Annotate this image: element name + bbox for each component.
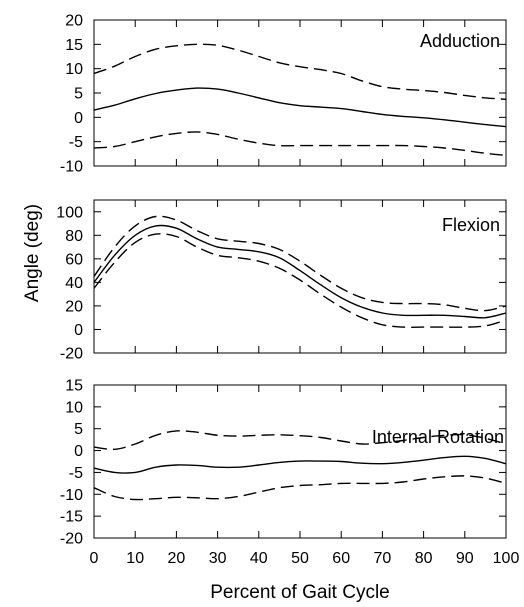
y-tick-label: -20 [60,531,83,548]
y-tick-label: 20 [65,13,83,30]
panel-1-mean-line [93,87,507,128]
y-tick-label: 100 [56,204,83,221]
x-tick-label: 0 [90,550,99,567]
y-axis-label: Angle (deg) [22,204,43,302]
y-tick-label: 0 [74,322,83,339]
panel-3-lower-bound-line [93,475,507,501]
panel-1-title: Adduction [420,31,500,51]
panel-2-lower-bound-line [93,233,507,328]
x-tick-label: 80 [415,550,433,567]
x-tick-label: 10 [126,550,144,567]
y-tick-label: 0 [74,443,83,460]
panel-1-lower-bound-line [93,131,507,156]
y-tick-label: -5 [69,465,83,482]
y-tick-label: -20 [60,346,83,363]
y-tick-label: 15 [65,378,83,395]
y-tick-label: -5 [69,134,83,151]
y-tick-label: -10 [60,159,83,176]
x-tick-label: 100 [493,550,520,567]
x-tick-label: 50 [291,550,309,567]
panel-2-mean-line [93,224,507,319]
panel-3-title: Internal Rotation [372,427,504,447]
y-tick-label: 0 [74,110,83,127]
x-tick-label: 40 [250,550,268,567]
x-tick-label: 90 [456,550,474,567]
y-tick-label: 10 [65,61,83,78]
y-tick-label: 20 [65,298,83,315]
panel-3-upper-bound-line [93,430,507,451]
x-axis-label: Percent of Gait Cycle [210,582,390,603]
y-tick-label: 10 [65,399,83,416]
y-tick-label: 5 [74,421,83,438]
x-tick-label: 60 [332,550,350,567]
x-tick-label: 20 [168,550,186,567]
panel-2-title: Flexion [442,215,500,235]
y-tick-label: 60 [65,251,83,268]
panel-3-mean-line [93,455,507,474]
y-tick-label: 80 [65,228,83,245]
panel-1-upper-bound-line [93,43,507,100]
y-tick-label: 15 [65,37,83,54]
y-tick-label: -10 [60,487,83,504]
y-tick-label: 5 [74,86,83,103]
x-tick-label: 30 [209,550,227,567]
y-tick-label: 40 [65,275,83,292]
x-tick-label: 70 [374,550,392,567]
y-tick-label: -15 [60,509,83,526]
panel-2-upper-bound-line [93,215,507,312]
